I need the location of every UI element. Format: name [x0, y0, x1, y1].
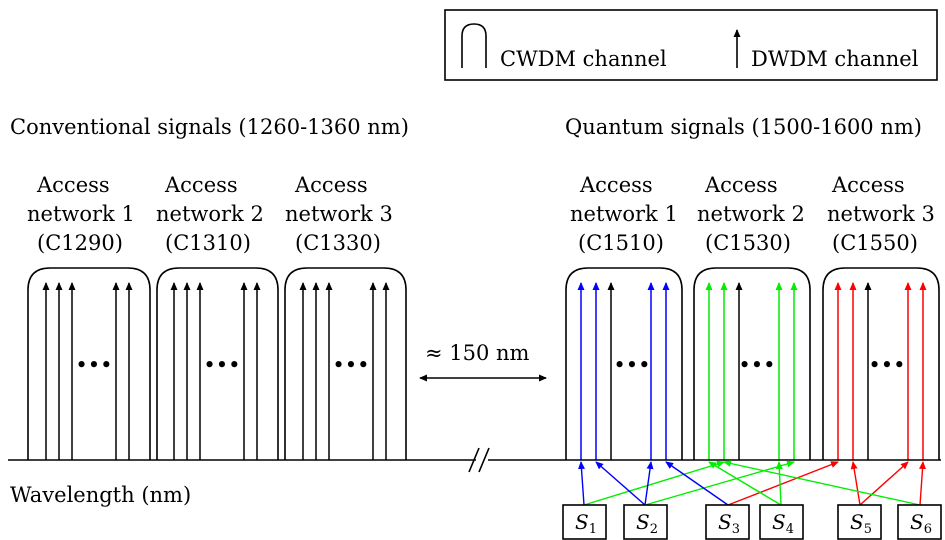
axis-break-mark	[468, 447, 480, 473]
connection-s2-blue	[595, 461, 646, 506]
network-label-line2: network 1	[570, 202, 678, 226]
source-s2: S2	[623, 504, 668, 540]
legend-box	[444, 9, 938, 81]
channel-ellipsis: •••	[203, 353, 240, 377]
channel-ellipsis: •••	[868, 353, 905, 377]
conventional-network-2-label: Access network 2 (C1310)	[156, 173, 264, 255]
source-label: S5	[850, 510, 872, 537]
connection-s5-red	[850, 461, 861, 506]
source-box	[562, 504, 607, 540]
network-label-line3: (C1530)	[705, 231, 791, 255]
connection-s4-green	[708, 461, 782, 506]
connection-s5-red	[859, 461, 909, 506]
quantum-network-2-label: Access network 2 (C1530)	[697, 173, 805, 255]
cwdm-channel-c1310	[156, 267, 279, 460]
channel-ellipsis: •••	[613, 353, 650, 377]
network-label-line2: network 3	[827, 202, 935, 226]
network-label-line1: Access	[164, 173, 238, 197]
network-label-line1: Access	[704, 173, 778, 197]
network-label-line1: Access	[294, 173, 368, 197]
quantum-dwdm-arrows-net2	[705, 282, 798, 460]
cwdm-channel-c1510	[565, 267, 683, 460]
network-label-line2: network 2	[156, 202, 264, 226]
quantum-dwdm-arrows-net1	[577, 282, 670, 460]
network-label-line2: network 2	[697, 202, 805, 226]
source-box	[897, 504, 942, 540]
channel-ellipsis: •••	[332, 353, 369, 377]
conventional-network-1-label: Access network 1 (C1290)	[27, 173, 135, 255]
source-s5: S5	[837, 504, 882, 540]
connection-s6-green	[723, 460, 921, 506]
source-s6: S6	[897, 504, 942, 540]
connection-s4-green	[775, 461, 783, 506]
conventional-dwdm-arrows	[42, 282, 390, 460]
network-label-line1: Access	[831, 173, 905, 197]
conventional-signals-title: Conventional signals (1260-1360 nm)	[10, 115, 409, 139]
source-connections	[577, 460, 927, 506]
source-label: S1	[575, 510, 597, 537]
connection-s1-blue	[577, 461, 585, 506]
network-label-line2: network 1	[27, 202, 135, 226]
legend-cwdm-label: CWDM channel	[500, 47, 667, 71]
network-label-line1: Access	[36, 173, 110, 197]
network-label-line2: network 3	[285, 202, 393, 226]
source-s4: S4	[759, 504, 804, 540]
quantum-cwdm-channels	[565, 267, 940, 460]
quantum-network-1-label: Access network 1 (C1510)	[570, 173, 678, 255]
network-label-line1: Access	[579, 173, 653, 197]
conventional-network-3-label: Access network 3 (C1330)	[285, 173, 393, 255]
connection-s2-blue	[644, 461, 654, 506]
source-label: S2	[636, 510, 658, 537]
connection-s6-red	[919, 461, 927, 506]
network-label-line3: (C1550)	[832, 231, 918, 255]
connection-s3-blue	[665, 461, 729, 506]
quantum-network-3-label: Access network 3 (C1550)	[827, 173, 935, 255]
channel-ellipsis: •••	[75, 353, 112, 377]
legend-dwdm-label: DWDM channel	[751, 47, 919, 71]
connection-s2-green	[644, 460, 795, 506]
quantum-signals-title: Quantum signals (1500-1600 nm)	[565, 115, 922, 139]
source-label: S6	[910, 510, 932, 537]
source-s1: S1	[562, 504, 607, 540]
network-label-line3: (C1510)	[578, 231, 664, 255]
cwdm-channel-c1330	[284, 267, 407, 460]
source-s3: S3	[705, 504, 750, 540]
cwdm-channel-c1290	[27, 267, 151, 460]
source-box	[759, 504, 804, 540]
cwdm-channel-c1530	[693, 267, 811, 460]
source-box	[837, 504, 882, 540]
network-label-line3: (C1330)	[295, 231, 381, 255]
axis-break-mark	[478, 447, 490, 473]
source-box	[705, 504, 750, 540]
connection-s3-red	[727, 461, 839, 506]
source-label: S4	[772, 510, 794, 537]
quantum-dwdm-arrows-net3	[834, 282, 927, 460]
cwdm-channel-icon	[461, 23, 487, 68]
wavelength-axis	[8, 447, 941, 473]
network-label-line3: (C1310)	[165, 231, 251, 255]
channel-ellipsis: •••	[738, 353, 775, 377]
conventional-cwdm-channels	[27, 267, 407, 460]
axis-label: Wavelength (nm)	[10, 483, 191, 507]
gap-label: ≈ 150 nm	[425, 341, 530, 365]
network-label-line3: (C1290)	[37, 231, 123, 255]
source-box	[623, 504, 668, 540]
source-label: S3	[718, 510, 740, 537]
legend: CWDM channel DWDM channel	[444, 9, 938, 81]
cwdm-channel-c1550	[822, 267, 940, 460]
connection-s1-green	[583, 460, 725, 506]
